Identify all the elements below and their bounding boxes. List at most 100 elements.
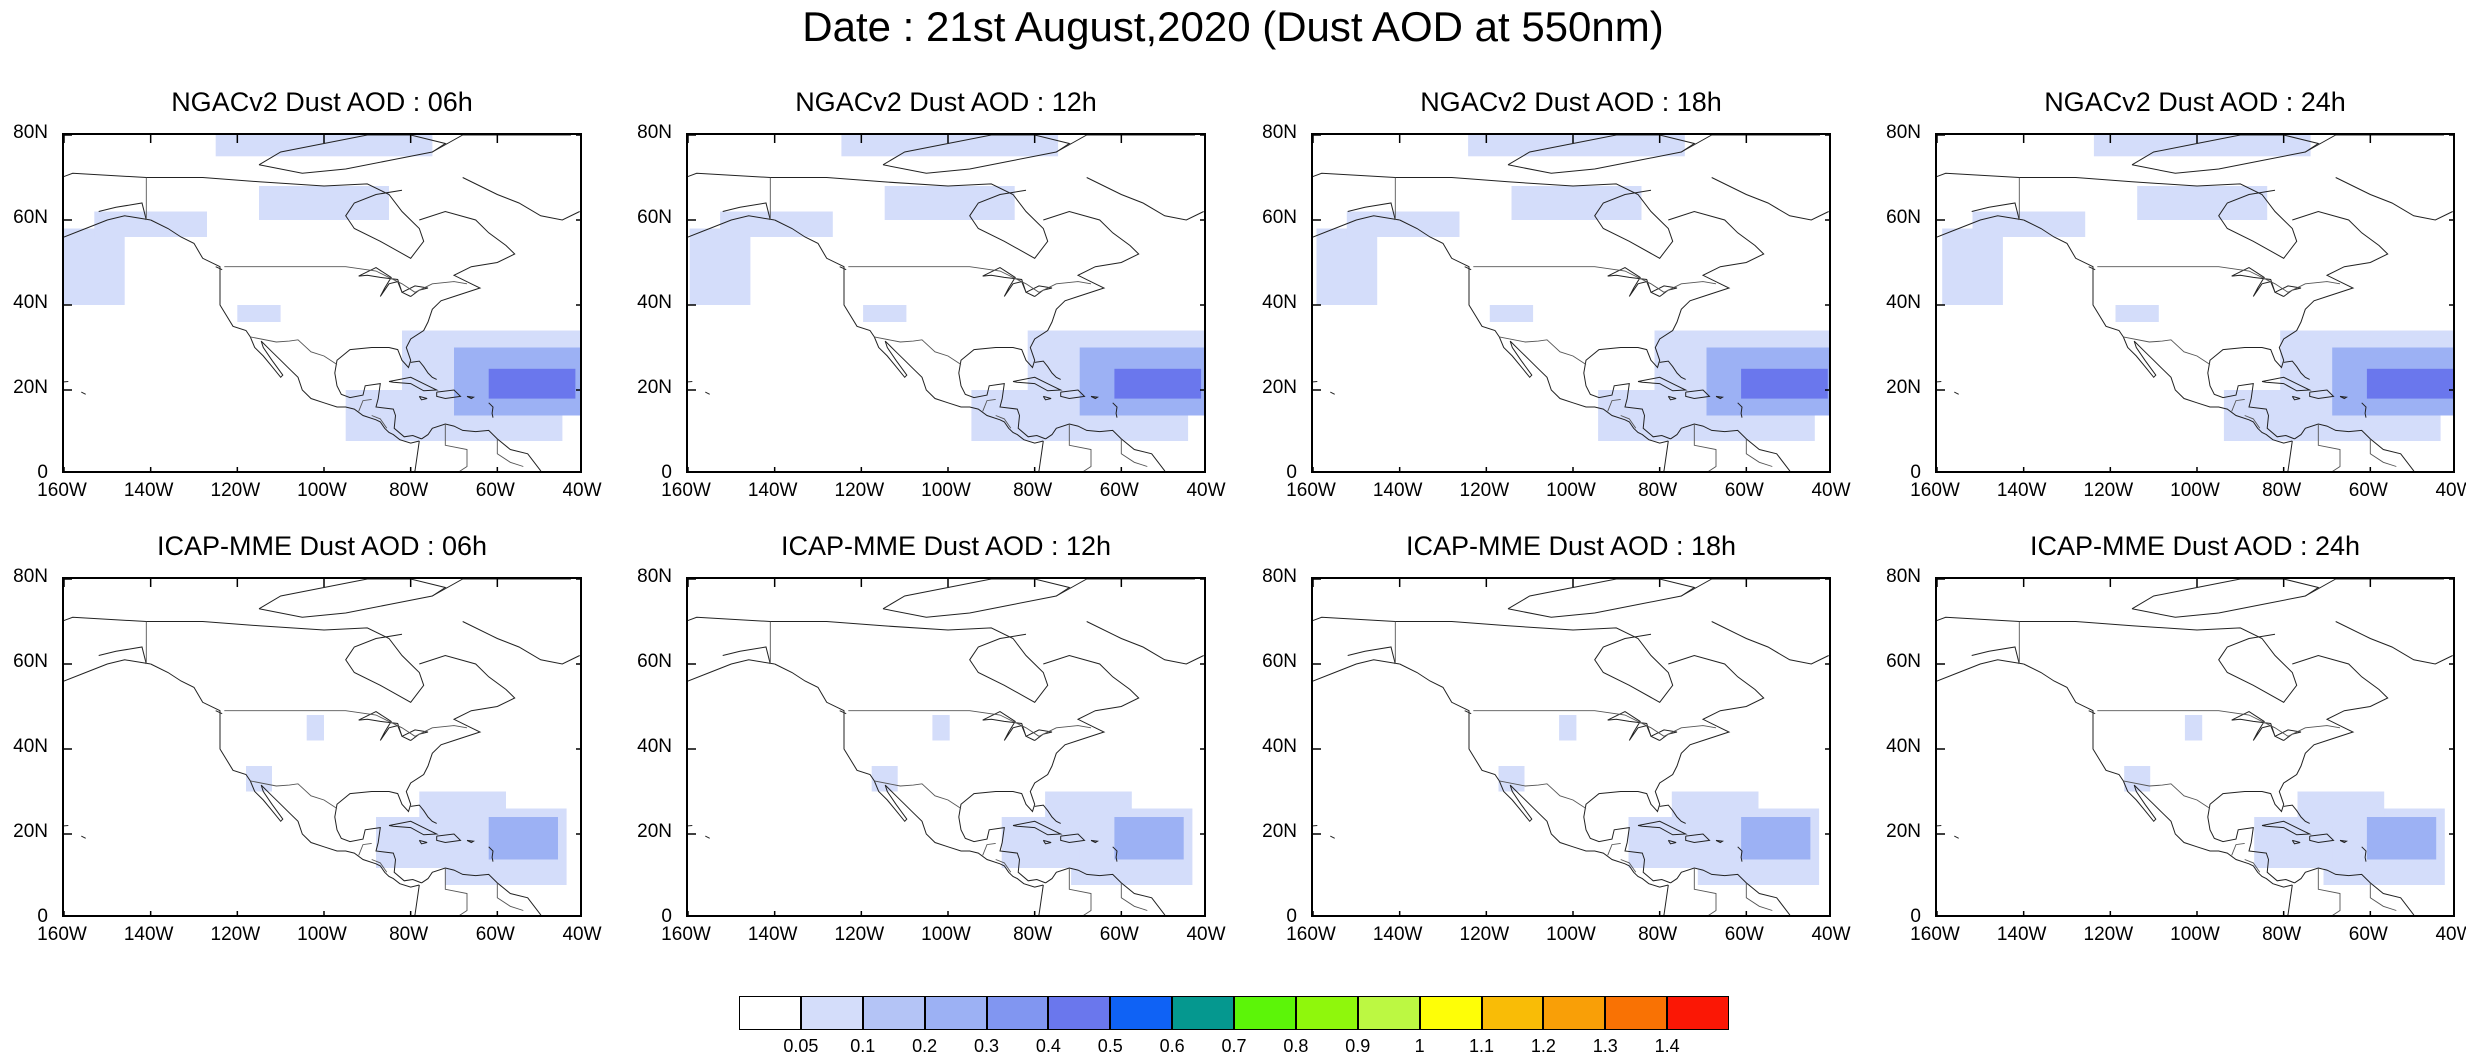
map-frame [1311,133,1831,473]
dust-plume-level1 [1498,766,1525,792]
coastline [488,846,494,862]
coastline [334,654,516,884]
coastline [882,579,1071,618]
colorbar-label: 0.7 [1221,1036,1247,1056]
coastline [688,616,1049,703]
lon-tick-label: 60W [475,480,515,501]
coastline [882,135,1071,174]
lon-tick-label: 140W [1372,480,1423,501]
country-border [496,882,524,911]
country-border [1499,780,1587,809]
dust-plume-level2 [1741,817,1811,860]
dust-plume-level1 [884,186,1015,220]
lon-tick-label: 40W [562,924,602,945]
coastline [1012,820,1063,836]
coastline [150,219,420,444]
colorbar-label: 1.2 [1530,1036,1556,1056]
panel-title: NGACv2 Dust AOD : 06h [171,87,473,117]
lat-tick-label: 60N [13,651,48,672]
coastline [1330,835,1335,839]
coastline [1937,616,2298,703]
lat-tick-label: 40N [13,736,48,757]
coastline [414,884,420,915]
coastline [1715,395,1725,400]
coastline [1711,177,1829,221]
colorbar-label: 0.2 [912,1036,938,1056]
country-border [1120,882,1148,911]
lat-tick-label: 0 [37,906,48,927]
colorbar-swatch [739,996,801,1030]
colorbar-label: 0.5 [1097,1036,1123,1056]
lon-tick-label: 140W [123,480,174,501]
lon-tick-label: 40W [2435,480,2466,501]
coastline [2283,360,2310,380]
country-border [848,266,1092,293]
coastline [421,867,542,915]
lon-tick-label: 160W [1286,480,1336,501]
coastline [1045,423,1166,471]
coastline [2339,839,2349,844]
coastline [1667,839,1677,845]
country-border [848,710,1092,737]
lon-tick-label: 60W [1099,924,1139,945]
lon-tick-label: 100W [921,480,971,501]
coastline [1090,839,1100,844]
panel-title: ICAP-MME Dust AOD : 06h [156,531,488,561]
coastline [1681,135,1820,153]
lon-tick-label: 120W [1459,480,1510,501]
coastline [1685,389,1711,400]
coastline [722,202,771,221]
coastline [688,215,775,238]
lat-tick-label: 20N [13,377,48,398]
map-panel-ngacv2-6h: NGACv2 Dust AOD : 06h 0 20N 40N 60N 80N 160W 14… [13,87,601,501]
lat-tick-label: 40N [1262,292,1297,313]
colorbar-label: 0.1 [850,1036,876,1056]
coastline [2361,846,2367,862]
dust-plume-level1 [1972,211,2086,237]
coastline [1347,646,1396,665]
lon-tick-label: 60W [1724,480,1764,501]
country-border [995,415,1012,429]
colorbar-label: 0.05 [783,1036,819,1056]
lon-tick-label: 40W [1811,924,1851,945]
lon-tick-label: 60W [475,924,515,945]
lat-tick-label: 80N [1262,566,1297,587]
coastline [150,663,420,888]
lat-tick-label: 60N [1262,651,1297,672]
coastline [334,210,516,440]
coastline [1667,395,1677,401]
lon-tick-label: 80W [1013,924,1053,945]
dust-plume-level2 [2366,817,2437,860]
coastline [1399,219,1669,444]
colorbar-swatch [1481,996,1544,1030]
coastline [839,266,847,271]
coastline [1464,266,1472,271]
dust-plume-level1 [64,228,125,305]
colorbar-swatch [986,996,1049,1030]
country-border [2244,415,2261,429]
country-border [1693,868,1717,915]
lon-tick-label: 40W [1186,480,1226,501]
coastline [1038,440,1044,471]
coastline [688,172,1049,259]
lon-tick-label: 40W [2435,924,2466,945]
lon-tick-label: 80W [1638,480,1678,501]
coastline [705,391,710,395]
lon-tick-label: 140W [1372,924,1423,945]
figure-title: Date : 21st August,2020 (Dust AOD at 550… [802,3,1664,50]
map-panel-icap-mme-18h: ICAP-MME Dust AOD : 18h 0 20N 40N 60N 80N 160W… [1262,531,1850,945]
coastline [958,654,1140,884]
coastline [839,710,847,715]
coastline [774,219,1044,444]
lon-tick-label: 100W [2170,480,2220,501]
coastline [1583,654,1765,884]
dust-plume-level1 [237,305,281,322]
lat-tick-label: 60N [13,207,48,228]
lon-tick-label: 160W [37,480,87,501]
coastline [688,659,775,682]
country-border [496,438,524,467]
country-border [358,842,372,856]
coastline [2309,833,2335,844]
country-border [982,398,996,412]
coastline [1045,867,1166,915]
